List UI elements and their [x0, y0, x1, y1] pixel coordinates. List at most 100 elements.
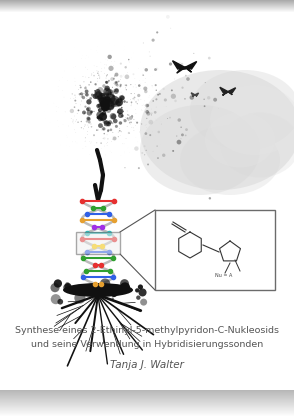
Bar	[0, 6, 294, 7]
Circle shape	[145, 110, 149, 114]
Circle shape	[106, 108, 111, 113]
Circle shape	[70, 109, 74, 113]
Circle shape	[74, 99, 76, 102]
Circle shape	[151, 114, 152, 116]
Circle shape	[89, 97, 92, 100]
Circle shape	[85, 87, 86, 88]
Bar	[0, 415, 294, 416]
Circle shape	[112, 95, 115, 97]
Circle shape	[115, 125, 118, 128]
Circle shape	[146, 118, 147, 119]
Circle shape	[131, 105, 132, 106]
Circle shape	[146, 150, 147, 151]
Bar	[0, 401, 294, 402]
Circle shape	[143, 87, 147, 91]
Circle shape	[111, 114, 116, 119]
Circle shape	[130, 84, 131, 85]
Circle shape	[96, 104, 101, 108]
Circle shape	[110, 59, 111, 60]
Circle shape	[156, 67, 158, 70]
Circle shape	[119, 113, 121, 115]
Circle shape	[171, 89, 173, 91]
Circle shape	[110, 77, 114, 81]
Circle shape	[143, 75, 144, 76]
Circle shape	[120, 79, 121, 80]
Circle shape	[177, 140, 181, 144]
Circle shape	[98, 123, 103, 128]
Circle shape	[209, 197, 211, 200]
Circle shape	[123, 119, 127, 122]
Circle shape	[87, 134, 88, 135]
Circle shape	[86, 106, 91, 111]
Circle shape	[82, 96, 85, 99]
Circle shape	[163, 88, 165, 90]
Circle shape	[156, 31, 158, 33]
Circle shape	[57, 120, 58, 121]
Circle shape	[159, 93, 161, 95]
Circle shape	[103, 121, 105, 123]
Circle shape	[156, 106, 157, 108]
Circle shape	[111, 104, 113, 106]
Circle shape	[104, 120, 110, 126]
Bar	[155, 210, 275, 290]
Circle shape	[98, 71, 99, 72]
Circle shape	[93, 75, 95, 77]
Circle shape	[136, 295, 141, 300]
Circle shape	[148, 120, 153, 124]
Circle shape	[74, 292, 86, 304]
Circle shape	[120, 75, 123, 78]
Circle shape	[108, 120, 112, 124]
Circle shape	[104, 96, 111, 103]
Circle shape	[94, 92, 95, 93]
Circle shape	[141, 124, 142, 125]
Circle shape	[86, 108, 89, 111]
Circle shape	[157, 157, 159, 159]
Circle shape	[79, 93, 81, 95]
Ellipse shape	[193, 94, 197, 96]
Bar	[0, 400, 294, 401]
Circle shape	[145, 68, 148, 72]
Circle shape	[97, 78, 98, 79]
Circle shape	[120, 84, 122, 86]
Circle shape	[106, 75, 107, 77]
Circle shape	[86, 116, 90, 120]
Circle shape	[204, 105, 206, 107]
Circle shape	[164, 99, 167, 102]
Circle shape	[120, 62, 122, 64]
Circle shape	[146, 104, 149, 107]
Circle shape	[134, 97, 136, 99]
Circle shape	[156, 98, 158, 100]
Circle shape	[144, 90, 148, 93]
Circle shape	[111, 141, 112, 142]
Circle shape	[125, 117, 126, 118]
Circle shape	[103, 92, 106, 96]
Circle shape	[103, 129, 104, 130]
Circle shape	[89, 154, 90, 155]
Circle shape	[73, 119, 74, 121]
Circle shape	[117, 111, 119, 113]
Circle shape	[125, 84, 127, 86]
Bar	[0, 0, 294, 1]
Circle shape	[177, 62, 182, 67]
Text: Tanja J. Walter: Tanja J. Walter	[110, 360, 184, 370]
Circle shape	[107, 130, 109, 132]
Circle shape	[110, 93, 112, 95]
Circle shape	[112, 132, 113, 133]
Circle shape	[106, 121, 111, 126]
Circle shape	[171, 94, 176, 99]
Circle shape	[56, 111, 57, 112]
Circle shape	[128, 119, 130, 121]
Circle shape	[139, 80, 140, 81]
Circle shape	[94, 83, 96, 85]
Circle shape	[93, 111, 95, 112]
Circle shape	[136, 121, 138, 124]
Circle shape	[108, 80, 110, 81]
Circle shape	[99, 78, 100, 79]
Circle shape	[97, 72, 98, 74]
Circle shape	[145, 82, 146, 83]
Circle shape	[143, 42, 144, 44]
Polygon shape	[195, 93, 199, 95]
Circle shape	[111, 122, 113, 124]
Circle shape	[99, 92, 103, 97]
Circle shape	[84, 87, 87, 89]
